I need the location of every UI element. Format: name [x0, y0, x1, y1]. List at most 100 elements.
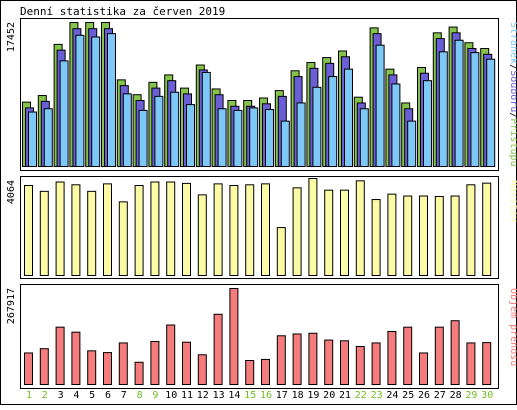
- legend-item: Objem přenosu: [508, 288, 517, 366]
- bar-pages-day-4: [75, 34, 85, 168]
- x-tick-label-day-14: 14: [228, 390, 240, 401]
- legend-item: /: [508, 112, 517, 118]
- bar-kbytes-day-17: [276, 335, 286, 386]
- legend-item: Návštěv: [508, 180, 517, 222]
- bar-kbytes-day-4: [71, 331, 81, 386]
- x-tick-label-day-3: 3: [58, 390, 64, 401]
- bar-pages-day-12: [201, 71, 211, 167]
- bar-pages-day-28: [454, 39, 464, 167]
- bar-kbytes-day-21: [340, 340, 349, 386]
- bar-pages-day-13: [217, 108, 227, 167]
- x-tick-label-day-9: 9: [152, 390, 158, 401]
- x-tick-label-day-7: 7: [121, 390, 127, 401]
- bar-pages-day-17: [280, 120, 290, 168]
- x-tick-label-day-12: 12: [197, 390, 209, 401]
- bar-visits-day-16: [261, 183, 270, 276]
- bar-visits-day-8: [134, 185, 144, 276]
- x-tick-label-day-8: 8: [137, 390, 143, 401]
- x-tick-label-day-27: 27: [434, 390, 446, 401]
- x-tick-label-day-10: 10: [165, 390, 177, 401]
- x-tick-label-day-26: 26: [418, 390, 430, 401]
- bar-visits-day-17: [276, 227, 286, 277]
- bar-visits-day-19: [308, 177, 318, 277]
- y-max-tick-label: 4064: [6, 180, 17, 204]
- x-tick-label-day-11: 11: [181, 390, 193, 401]
- legend-item: /: [508, 64, 517, 70]
- bar-kbytes-day-10: [166, 324, 176, 385]
- bar-visits-day-21: [340, 189, 349, 276]
- bar-visits-day-7: [118, 201, 128, 276]
- bar-pages-day-30: [486, 58, 496, 167]
- y-max-tick-label: 17452: [6, 22, 17, 52]
- bar-visits-day-28: [450, 195, 460, 276]
- bar-kbytes-day-23: [371, 342, 381, 385]
- bar-kbytes-day-8: [134, 361, 144, 385]
- x-tick-label-day-29: 29: [465, 390, 477, 401]
- legend-item: Stránek: [508, 22, 517, 64]
- bar-visits-day-24: [387, 193, 397, 277]
- bar-pages-day-8: [138, 109, 148, 167]
- bar-pages-day-6: [107, 33, 116, 168]
- bar-pages-day-14: [233, 109, 243, 167]
- bar-pages-day-24: [391, 83, 401, 167]
- x-tick-label-day-4: 4: [73, 390, 79, 401]
- bar-pages-day-3: [59, 60, 69, 167]
- bar-kbytes-day-19: [308, 332, 318, 386]
- legend-item: Souborů: [508, 70, 517, 112]
- bar-kbytes-day-9: [150, 341, 160, 386]
- bar-pages-day-27: [438, 51, 448, 167]
- bar-visits-day-26: [419, 195, 428, 276]
- bar-kbytes-day-15: [245, 359, 255, 385]
- x-tick-label-day-16: 16: [260, 390, 272, 401]
- bar-kbytes-day-30: [482, 342, 492, 385]
- x-tick-label-day-6: 6: [105, 390, 111, 401]
- bar-kbytes-day-11: [182, 341, 191, 386]
- bar-kbytes-day-20: [324, 339, 334, 385]
- bar-visits-day-30: [482, 182, 492, 276]
- bar-pages-day-1: [28, 111, 37, 168]
- legend-kbytes: Objem přenosu: [508, 288, 517, 366]
- x-tick-label-day-18: 18: [292, 390, 304, 401]
- bar-visits-day-10: [166, 181, 176, 276]
- bar-kbytes-day-24: [387, 330, 397, 386]
- chart-panel-visits: 4064 Návštěv: [6, 176, 517, 279]
- x-tick-label-day-17: 17: [276, 390, 288, 401]
- bar-visits-day-15: [245, 184, 255, 276]
- bar-pages-day-10: [170, 91, 180, 167]
- x-tick-label-day-13: 13: [213, 390, 225, 401]
- bar-visits-day-4: [71, 184, 81, 276]
- bar-pages-day-7: [122, 93, 132, 167]
- legend-item: Přístupů: [508, 118, 517, 166]
- y-max-tick-label: 267917: [6, 288, 17, 324]
- x-tick-label-day-25: 25: [402, 390, 414, 401]
- bar-pages-day-2: [43, 108, 53, 167]
- x-tick-label-day-23: 23: [371, 390, 383, 401]
- bar-kbytes-day-27: [434, 326, 444, 386]
- bar-pages-day-19: [312, 86, 322, 167]
- bar-visits-day-6: [103, 183, 112, 276]
- bar-visits-day-13: [213, 183, 223, 276]
- bar-visits-day-18: [292, 187, 302, 276]
- chart-panel-kbytes: 267917 Objem přenosu: [6, 284, 517, 389]
- bar-pages-day-18: [296, 102, 306, 167]
- bar-visits-day-3: [55, 181, 65, 276]
- bar-kbytes-day-14: [229, 288, 239, 386]
- bar-kbytes-day-25: [403, 326, 413, 386]
- bar-visits-day-23: [371, 199, 381, 276]
- bar-kbytes-day-18: [292, 333, 302, 386]
- bar-kbytes-day-22: [355, 346, 365, 386]
- legend-visits: Návštěv: [508, 180, 517, 222]
- x-tick-label-day-30: 30: [481, 390, 493, 401]
- bar-pages-day-29: [470, 52, 480, 168]
- bar-pages-day-15: [249, 107, 259, 167]
- x-tick-label-day-24: 24: [386, 390, 398, 401]
- bar-kbytes-day-28: [450, 320, 460, 386]
- bar-visits-day-5: [87, 190, 97, 276]
- bar-pages-day-22: [359, 108, 369, 167]
- x-tick-label-day-15: 15: [244, 390, 256, 401]
- x-tick-label-day-19: 19: [307, 390, 319, 401]
- bar-kbytes-day-7: [118, 342, 128, 385]
- bar-kbytes-day-2: [39, 348, 49, 385]
- bar-pages-day-25: [407, 120, 417, 168]
